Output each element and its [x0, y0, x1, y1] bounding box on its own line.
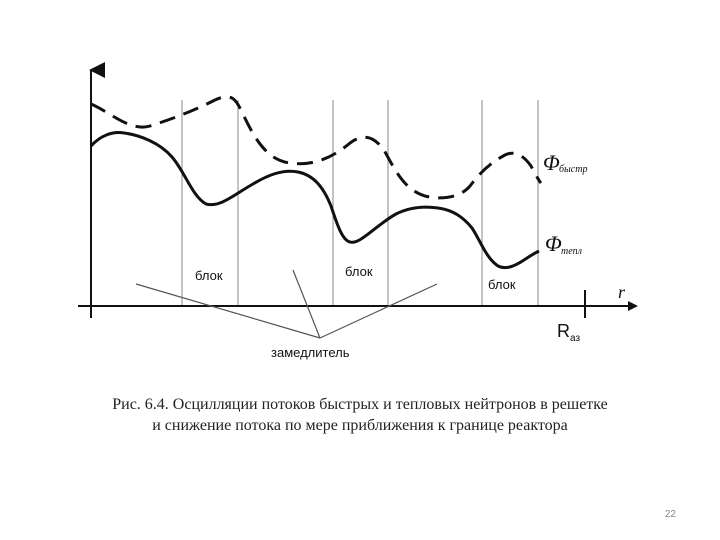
- r-axis-label: r: [618, 282, 626, 302]
- r-az-label: R: [557, 321, 570, 341]
- thermal-flux-curve: [89, 131, 540, 270]
- figure-caption-line-2: и снижение потока по мере приближения к …: [152, 417, 568, 434]
- r-az-subscript: аз: [570, 333, 580, 344]
- neutron-flux-diagram: Φ быстр Φ тепл r R аз блок блок блок зам…: [78, 62, 638, 360]
- fast-flux-curve: [90, 95, 543, 200]
- figure-caption-line-1: Рис. 6.4. Осцилляции потоков быстрых и т…: [112, 396, 608, 413]
- leader-line: [135, 283, 321, 339]
- block-label-1: блок: [195, 268, 223, 283]
- block-label-3: блок: [488, 277, 516, 292]
- block-label-2: блок: [345, 264, 373, 279]
- phi-fast-subscript: быстр: [559, 164, 587, 175]
- block-boundaries: [181, 100, 539, 306]
- phi-thermal-subscript: тепл: [561, 246, 583, 257]
- leader-line: [292, 269, 321, 339]
- leader-line: [319, 283, 438, 339]
- phi-fast-symbol: Φ: [543, 150, 560, 175]
- page-number: 22: [664, 509, 676, 520]
- phi-thermal-symbol: Φ: [545, 231, 562, 256]
- moderator-leader-lines: [135, 269, 438, 339]
- moderator-label: замедлитель: [271, 345, 350, 360]
- r-axis-arrowhead: [628, 301, 638, 311]
